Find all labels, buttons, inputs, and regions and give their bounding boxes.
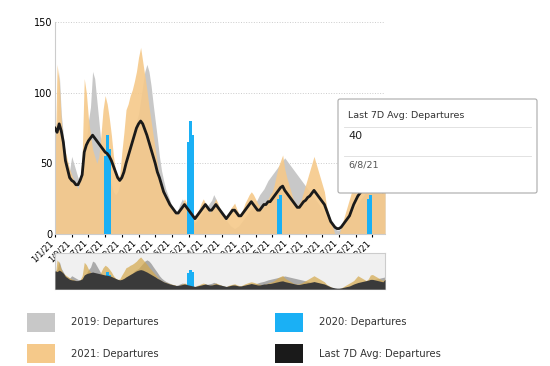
Bar [367, 283, 370, 289]
Bar [369, 282, 372, 289]
Bar [191, 135, 194, 234]
Bar [27, 344, 55, 363]
Bar [279, 282, 282, 289]
Bar [275, 344, 304, 363]
Bar [369, 195, 372, 234]
Bar [189, 270, 192, 289]
Bar [106, 135, 109, 234]
Bar [277, 283, 280, 289]
Bar [27, 313, 55, 332]
Text: Last 7D Avg: Departures: Last 7D Avg: Departures [319, 348, 441, 359]
Text: 40: 40 [348, 131, 362, 141]
Bar [275, 313, 304, 332]
Bar [103, 156, 107, 234]
Text: 6/8/21: 6/8/21 [348, 161, 378, 170]
Bar [108, 149, 111, 234]
Bar [191, 272, 194, 289]
Bar [189, 121, 192, 234]
Bar [367, 199, 370, 234]
Bar [106, 272, 109, 289]
Bar [187, 273, 190, 289]
Bar [279, 195, 282, 234]
Bar [108, 274, 111, 289]
Bar [103, 276, 107, 289]
Text: 2021: Departures: 2021: Departures [71, 348, 158, 359]
Text: 2019: Departures: 2019: Departures [71, 317, 158, 328]
Text: Last 7D Avg: Departures: Last 7D Avg: Departures [348, 111, 464, 120]
Text: 2020: Departures: 2020: Departures [319, 317, 406, 328]
Bar [187, 142, 190, 234]
FancyBboxPatch shape [338, 99, 537, 193]
Bar [277, 199, 280, 234]
